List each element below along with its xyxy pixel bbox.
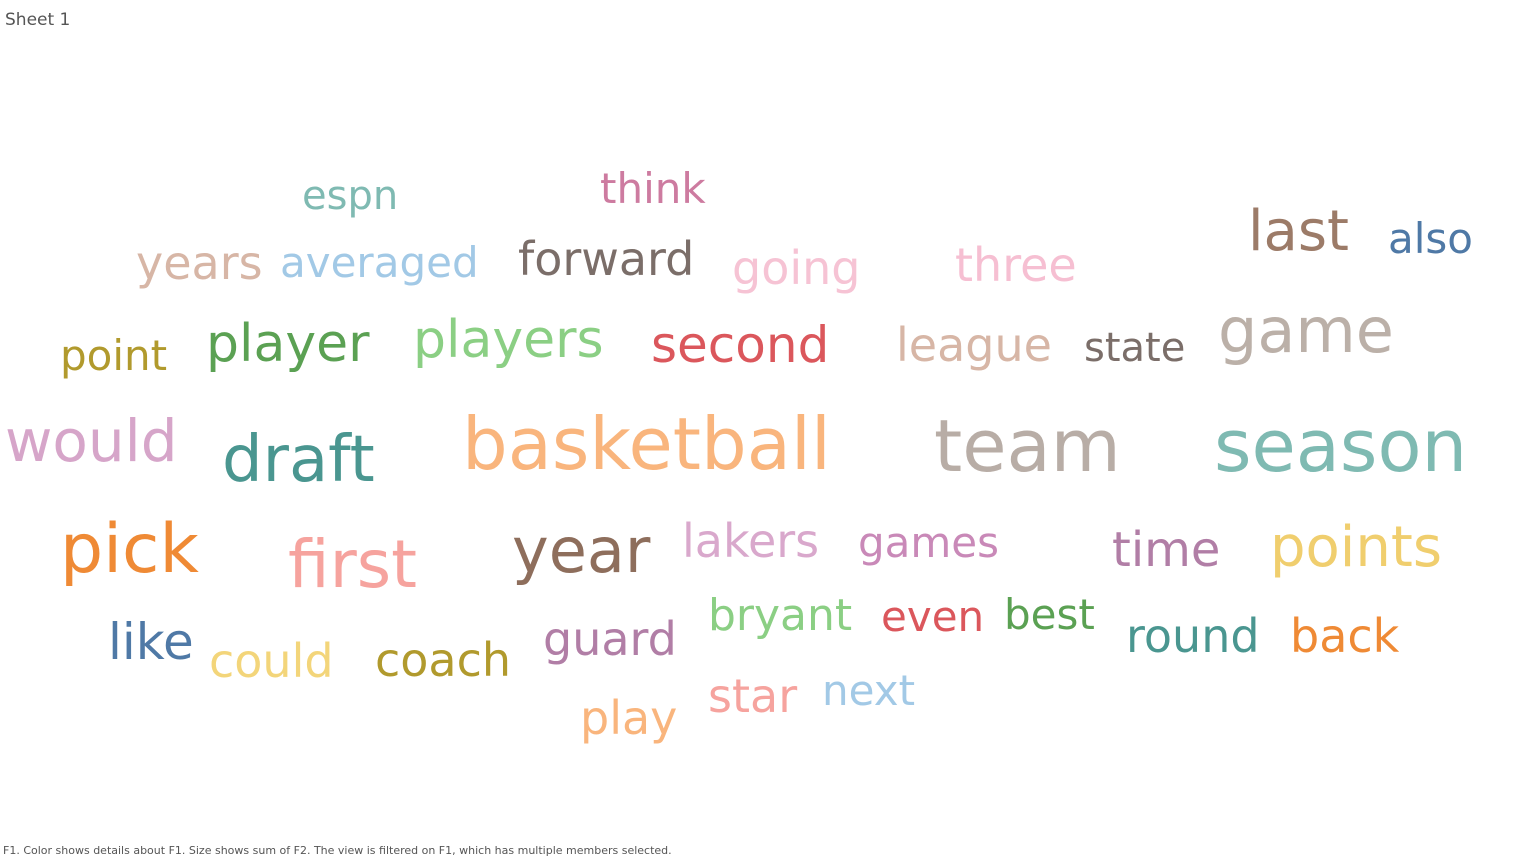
word-guard[interactable]: guard xyxy=(543,612,677,666)
word-season[interactable]: season xyxy=(1214,404,1468,488)
word-play[interactable]: play xyxy=(580,691,678,745)
word-three[interactable]: three xyxy=(955,238,1077,292)
word-team[interactable]: team xyxy=(934,404,1121,488)
word-player[interactable]: player xyxy=(206,314,370,374)
word-year[interactable]: year xyxy=(512,514,651,587)
word-state[interactable]: state xyxy=(1084,325,1186,371)
word-even[interactable]: even xyxy=(881,592,985,641)
word-star[interactable]: star xyxy=(708,669,798,723)
word-draft[interactable]: draft xyxy=(222,423,375,497)
word-games[interactable]: games xyxy=(858,518,1000,567)
word-could[interactable]: could xyxy=(209,634,334,688)
word-round[interactable]: round xyxy=(1126,609,1260,663)
word-best[interactable]: best xyxy=(1004,590,1095,639)
word-think[interactable]: think xyxy=(600,164,706,213)
word-players[interactable]: players xyxy=(413,310,604,370)
word-years[interactable]: years xyxy=(136,236,263,290)
sheet-title: Sheet 1 xyxy=(5,10,71,30)
word-going[interactable]: going xyxy=(732,241,861,295)
word-last[interactable]: last xyxy=(1248,199,1350,264)
word-bryant[interactable]: bryant xyxy=(708,590,853,641)
chart-caption: F1. Color shows details about F1. Size s… xyxy=(3,844,672,857)
word-forward[interactable]: forward xyxy=(518,232,695,286)
word-like[interactable]: like xyxy=(108,613,194,671)
word-time[interactable]: time xyxy=(1112,522,1221,578)
word-basketball[interactable]: basketball xyxy=(462,402,831,486)
word-next[interactable]: next xyxy=(822,666,916,715)
word-game[interactable]: game xyxy=(1218,294,1394,367)
word-espn[interactable]: espn xyxy=(302,173,399,219)
word-first[interactable]: first xyxy=(288,526,417,603)
word-league[interactable]: league xyxy=(896,318,1052,372)
word-point[interactable]: point xyxy=(60,331,168,380)
word-would[interactable]: would xyxy=(5,407,178,475)
word-lakers[interactable]: lakers xyxy=(682,514,820,568)
word-coach[interactable]: coach xyxy=(375,633,512,687)
word-pick[interactable]: pick xyxy=(60,510,199,589)
word-second[interactable]: second xyxy=(651,316,830,374)
word-back[interactable]: back xyxy=(1290,609,1400,663)
word-also[interactable]: also xyxy=(1388,214,1473,263)
word-averaged[interactable]: averaged xyxy=(280,238,479,287)
word-points[interactable]: points xyxy=(1270,515,1442,580)
